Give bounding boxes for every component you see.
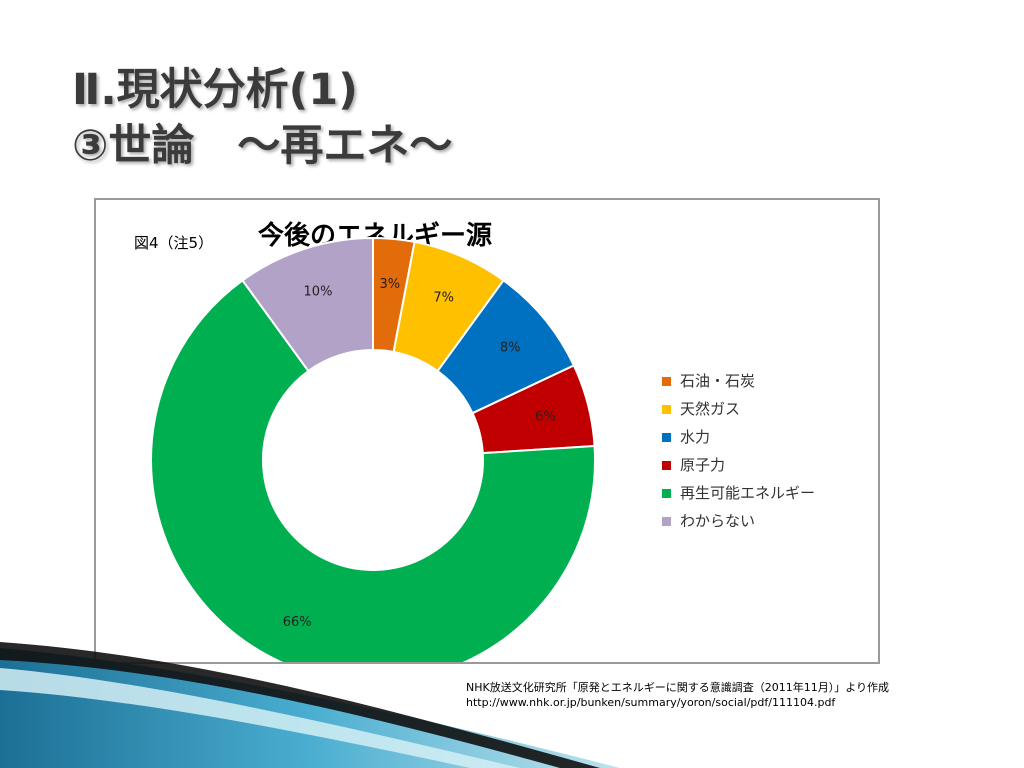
data-label-5: 10% xyxy=(304,285,333,300)
donut-chart: 図4（注5） 今後のエネルギー源 3%7%8%6%66%10% 石油・石炭天然ガ… xyxy=(134,220,815,662)
data-label-4: 66% xyxy=(283,615,312,630)
data-label-2: 8% xyxy=(500,341,521,356)
legend-label-5: わからない xyxy=(680,512,755,530)
slide-title-line2: ③世論 ～再エネ～ xyxy=(72,121,453,171)
legend-label-1: 天然ガス xyxy=(680,400,740,418)
legend-label-4: 再生可能エネルギー xyxy=(680,484,815,502)
legend-label-0: 石油・石炭 xyxy=(680,372,755,390)
decorative-swoosh xyxy=(0,642,620,768)
figure-label: 図4（注5） xyxy=(134,234,213,252)
legend-swatch-5 xyxy=(662,517,671,526)
data-label-0: 3% xyxy=(379,277,400,292)
donut-slice-4 xyxy=(150,278,596,662)
data-label-1: 7% xyxy=(433,291,454,306)
slide-title-line1: Ⅱ.現状分析(1) xyxy=(72,65,358,115)
legend-swatch-4 xyxy=(662,489,671,498)
source-note: NHK放送文化研究所「原発とエネルギーに関する意識調査（2011年11月）」より… xyxy=(466,680,889,710)
legend-swatch-2 xyxy=(662,433,671,442)
legend-swatch-0 xyxy=(662,377,671,386)
donut-slice-5 xyxy=(241,236,374,373)
legend-label-3: 原子力 xyxy=(680,456,725,474)
legend-label-2: 水力 xyxy=(680,428,710,446)
source-line1: NHK放送文化研究所「原発とエネルギーに関する意識調査（2011年11月）」より… xyxy=(466,681,889,694)
source-url: http://www.nhk.or.jp/bunken/summary/yoro… xyxy=(466,696,836,709)
data-label-3: 6% xyxy=(535,410,556,425)
legend-swatch-3 xyxy=(662,461,671,470)
slide-title: Ⅱ.現状分析(1) ③世論 ～再エネ～ xyxy=(72,62,452,174)
legend-swatch-1 xyxy=(662,405,671,414)
chart-frame: 図4（注5） 今後のエネルギー源 3% 7% 8% 6% 66% 10% 石油・石炭 天然ガ… xyxy=(94,198,880,664)
